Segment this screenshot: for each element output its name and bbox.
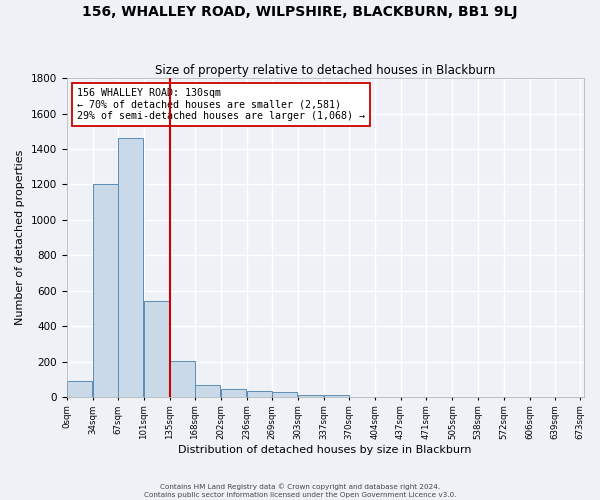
Bar [324,395,349,397]
Bar [298,395,323,397]
Bar [92,184,118,397]
Bar [118,138,143,397]
Bar [272,392,298,397]
Bar [195,386,220,397]
Bar [247,390,272,397]
Text: 156, WHALLEY ROAD, WILPSHIRE, BLACKBURN, BB1 9LJ: 156, WHALLEY ROAD, WILPSHIRE, BLACKBURN,… [82,5,518,19]
Bar [144,302,169,397]
Title: Size of property relative to detached houses in Blackburn: Size of property relative to detached ho… [155,64,496,77]
Bar [221,389,246,397]
Bar [67,381,92,397]
Text: 156 WHALLEY ROAD: 130sqm
← 70% of detached houses are smaller (2,581)
29% of sem: 156 WHALLEY ROAD: 130sqm ← 70% of detach… [77,88,365,121]
Y-axis label: Number of detached properties: Number of detached properties [15,150,25,325]
Text: Contains HM Land Registry data © Crown copyright and database right 2024.
Contai: Contains HM Land Registry data © Crown c… [144,484,456,498]
X-axis label: Distribution of detached houses by size in Blackburn: Distribution of detached houses by size … [178,445,472,455]
Bar [170,360,195,397]
